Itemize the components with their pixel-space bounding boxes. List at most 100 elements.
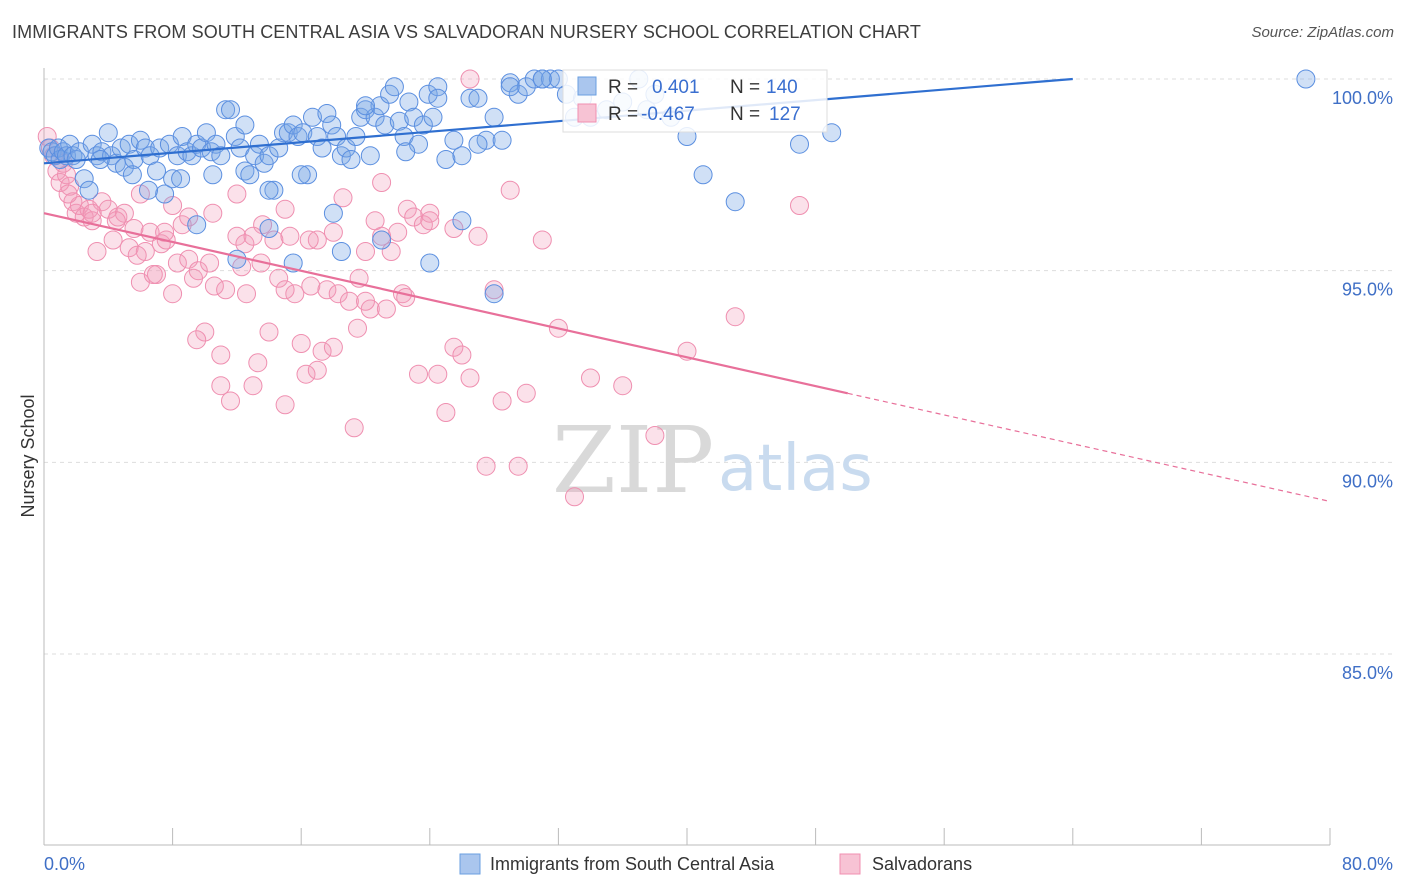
point-asia: [500, 77, 520, 97]
legend-swatch-asia: [459, 853, 481, 875]
point-asia: [122, 165, 142, 185]
point-salvadoran: [211, 345, 231, 365]
point-salvadoran: [516, 383, 536, 403]
point-salvadoran: [476, 456, 496, 476]
point-salvadoran: [397, 199, 417, 219]
point-salvadoran: [172, 215, 192, 235]
trend-line-asia: [43, 77, 1073, 165]
point-salvadoran: [195, 322, 215, 342]
point-asia: [452, 146, 472, 166]
point-asia: [331, 242, 351, 261]
point-asia: [372, 230, 392, 250]
x-tick-labels: 0.0% 80.0%: [44, 854, 1393, 874]
point-salvadoran: [87, 242, 107, 261]
point-salvadoran: [468, 226, 488, 246]
point-salvadoran: [269, 268, 289, 288]
point-asia: [492, 130, 512, 150]
point-asia: [428, 88, 448, 108]
point-salvadoran: [508, 456, 528, 476]
point-salvadoran: [581, 368, 600, 388]
trend-lines: [43, 77, 1331, 503]
point-salvadoran: [436, 403, 456, 422]
point-asia: [291, 165, 311, 185]
stats-swatch-blue: [577, 76, 597, 96]
point-salvadoran: [200, 253, 220, 273]
point-asia: [171, 169, 191, 189]
point-asia: [1296, 69, 1316, 89]
point-salvadoran: [243, 226, 263, 246]
point-salvadoran: [291, 334, 311, 353]
point-salvadoran: [428, 364, 448, 384]
point-asia: [356, 100, 375, 120]
point-asia: [468, 134, 488, 154]
point-asia: [384, 77, 404, 97]
point-asia: [468, 88, 488, 108]
stats-n-value-1: 140: [766, 77, 798, 98]
x-tick-label-max: 80.0%: [1342, 854, 1393, 874]
watermark: ZIP atlas: [552, 407, 873, 514]
stats-r-value-1: 0.401: [652, 77, 700, 98]
legend-label-salvadorans: Salvadorans: [872, 854, 972, 874]
stats-r-label-2: R =: [608, 104, 638, 125]
point-salvadoran: [243, 376, 263, 396]
point-asia: [259, 219, 279, 238]
point-salvadoran: [333, 188, 353, 208]
point-salvadoran: [323, 222, 343, 242]
point-salvadoran: [227, 184, 247, 204]
point-salvadoran: [163, 196, 183, 215]
point-salvadoran: [98, 199, 118, 219]
point-asia: [79, 180, 99, 200]
point-salvadoran: [285, 284, 305, 304]
point-salvadoran: [216, 280, 236, 300]
y-tick-label: 100.0%: [1332, 88, 1393, 108]
point-salvadoran: [301, 276, 321, 296]
point-salvadoran: [163, 284, 183, 304]
point-asia: [259, 180, 279, 200]
point-asia: [500, 73, 520, 93]
point-asia: [74, 169, 94, 189]
point-salvadoran: [307, 360, 327, 380]
stats-box: R = 0.401 N = 140 R = -0.467 N = 127: [562, 69, 828, 133]
point-salvadoran: [484, 280, 504, 300]
point-salvadoran: [237, 284, 256, 304]
point-asia: [98, 123, 118, 143]
point-asia: [540, 69, 560, 89]
legend-label-asia: Immigrants from South Central Asia: [490, 854, 775, 874]
point-asia: [259, 146, 279, 166]
point-salvadoran: [565, 487, 584, 507]
point-salvadoran: [460, 69, 480, 89]
watermark-zip: ZIP: [552, 407, 714, 514]
point-asia: [323, 203, 343, 223]
point-salvadoran: [444, 219, 464, 238]
point-salvadoran: [227, 226, 247, 246]
point-asia: [92, 142, 112, 162]
point-asia: [187, 215, 207, 235]
point-salvadoran: [235, 234, 255, 254]
point-salvadoran: [328, 284, 348, 304]
point-asia: [418, 84, 438, 104]
point-salvadoran: [58, 184, 78, 204]
chart-title: IMMIGRANTS FROM SOUTH CENTRAL ASIA VS SA…: [12, 22, 921, 42]
point-asia: [50, 150, 70, 169]
point-salvadoran: [264, 230, 284, 250]
y-tick-label: 85.0%: [1342, 663, 1393, 683]
stats-swatch-pink: [577, 103, 597, 123]
point-asia: [360, 146, 380, 166]
point-asia: [460, 88, 480, 108]
point-asia: [39, 138, 59, 158]
point-asia: [532, 69, 552, 89]
data-points: [37, 69, 1316, 507]
point-salvadoran: [275, 280, 295, 300]
point-salvadoran: [248, 353, 268, 373]
point-salvadoran: [312, 341, 332, 361]
point-salvadoran: [348, 318, 367, 338]
point-salvadoran: [299, 230, 319, 250]
point-asia: [82, 134, 102, 154]
point-asia: [203, 165, 223, 185]
point-salvadoran: [344, 418, 364, 438]
point-salvadoran: [280, 226, 300, 246]
point-asia: [396, 142, 416, 162]
point-salvadoran: [790, 196, 809, 215]
point-salvadoran: [645, 426, 665, 445]
